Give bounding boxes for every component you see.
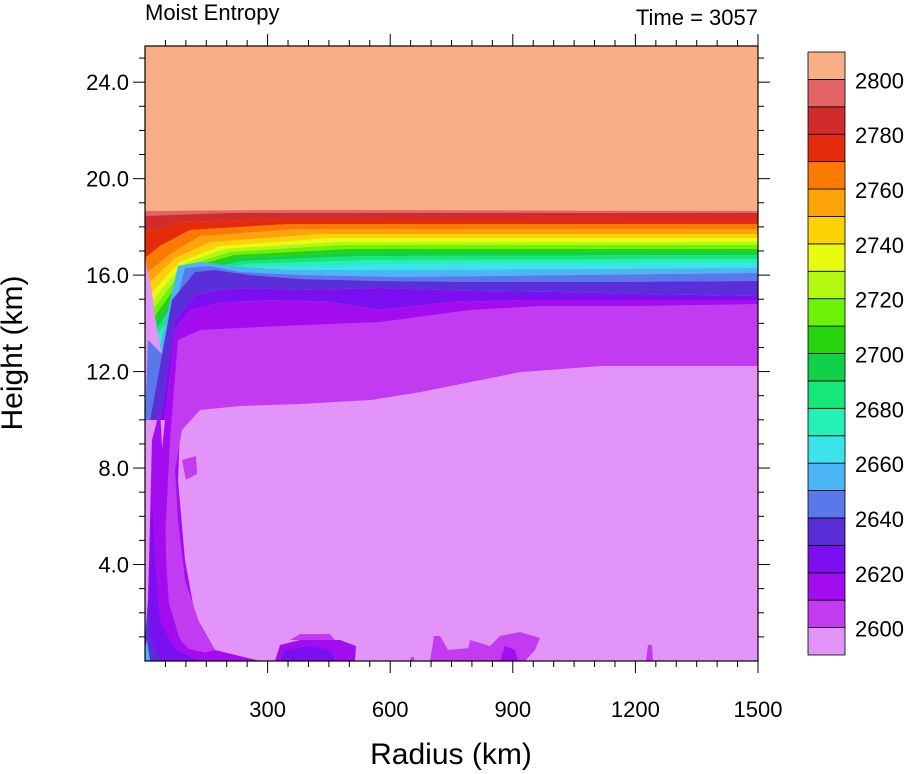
contour-band-2630 xyxy=(150,270,758,420)
contour-band-2605 xyxy=(165,304,758,655)
colorbar-swatch xyxy=(807,51,846,80)
colorbar-label: 2680 xyxy=(855,397,904,422)
surface-patch-1c xyxy=(290,634,335,640)
contour-band-2650 xyxy=(160,262,758,354)
colorbar-swatch xyxy=(807,298,846,327)
colorbar-label: 2660 xyxy=(855,452,904,477)
colorbar-swatch xyxy=(807,572,846,601)
contour-band-2770 xyxy=(145,219,758,258)
colorbar: 2600 2620 2640 2660 2680 2700 2720 2740 2760 2780… xyxy=(807,51,904,656)
colorbar-swatch xyxy=(807,380,846,409)
contour-band-eye xyxy=(145,640,150,661)
x-axis: 300 600 900 1200 1500 xyxy=(164,34,783,722)
colorbar-swatch xyxy=(807,106,846,135)
colorbar-swatch xyxy=(807,161,846,190)
x-tick-label: 1500 xyxy=(734,697,783,722)
colorbar-swatch xyxy=(807,325,846,354)
colorbar-label: 2800 xyxy=(855,68,904,93)
colorbar-swatch xyxy=(807,243,846,272)
colorbar-label: 2600 xyxy=(855,617,904,642)
surface-patch-3b xyxy=(500,646,518,661)
chart-title-left: Moist Entropy xyxy=(145,0,280,25)
y-axis: 4.0 8.0 12.0 16.0 20.0 24.0 xyxy=(86,57,770,638)
colorbar-swatch xyxy=(807,133,846,163)
y-tick-label: 4.0 xyxy=(98,553,129,578)
colorbar-label: 2740 xyxy=(855,233,904,258)
colorbar-label: 2720 xyxy=(855,288,904,313)
colorbar-swatch xyxy=(807,407,846,437)
colorbar-swatch xyxy=(807,517,846,546)
surface-patch-1b xyxy=(280,646,335,661)
colorbar-label: 2620 xyxy=(855,562,904,587)
x-axis-title: Radius (km) xyxy=(370,738,532,771)
colorbar-swatch xyxy=(807,599,846,628)
x-tick-label: 300 xyxy=(249,697,286,722)
y-tick-label: 16.0 xyxy=(86,263,129,288)
contour-feature-small xyxy=(182,456,197,480)
colorbar-swatch xyxy=(807,188,846,217)
colorbar-label: 2780 xyxy=(855,123,904,148)
surface-patch-3 xyxy=(466,632,540,661)
colorbar-label: 2640 xyxy=(855,507,904,532)
x-tick-label: 600 xyxy=(372,697,409,722)
surface-patch-5 xyxy=(410,657,414,661)
x-tick-label: 900 xyxy=(494,697,531,722)
colorbar-swatch xyxy=(807,462,846,491)
contour-band-above-2800 xyxy=(145,46,758,216)
colorbar-swatch xyxy=(807,544,846,574)
y-tick-label: 20.0 xyxy=(86,167,129,192)
colorbar-swatch xyxy=(807,353,846,382)
x-tick-label: 1200 xyxy=(611,697,660,722)
y-tick-label: 24.0 xyxy=(86,70,129,95)
y-tick-label: 12.0 xyxy=(86,360,129,385)
contour-band-2620 xyxy=(160,288,758,420)
colorbar-swatch xyxy=(807,79,846,108)
y-tick-label: 8.0 xyxy=(98,456,129,481)
chart-title-right: Time = 3057 xyxy=(636,5,758,30)
colorbar-swatch xyxy=(807,270,846,300)
contour-band-2780 xyxy=(145,213,758,232)
contour-band-eyewall-inner xyxy=(145,600,160,661)
y-axis-title: Height (km) xyxy=(0,275,29,430)
colorbar-swatch xyxy=(807,627,846,656)
contour-field xyxy=(145,46,758,661)
colorbar-swatch xyxy=(807,216,846,245)
colorbar-label: 2760 xyxy=(855,178,904,203)
surface-patch-4 xyxy=(646,645,653,661)
colorbar-swatch xyxy=(807,490,846,519)
colorbar-label: 2700 xyxy=(855,343,904,368)
colorbar-swatch xyxy=(807,435,846,464)
contour-band-2760 xyxy=(145,224,758,272)
contour-band-eyewall-core xyxy=(148,500,200,661)
surface-patch-2 xyxy=(430,636,478,661)
